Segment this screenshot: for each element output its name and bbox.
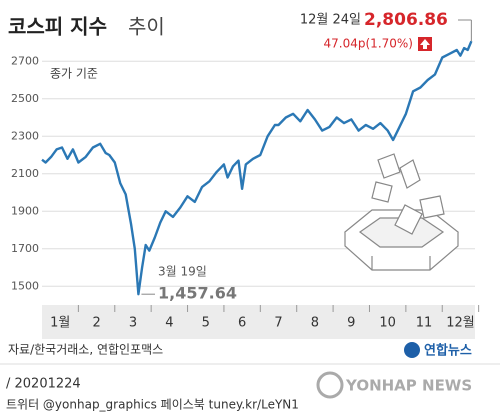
line (41, 40, 473, 296)
y-tick-label: 1900 (11, 204, 39, 217)
x-axis-band (42, 305, 475, 339)
y-tick-label: 1700 (11, 242, 39, 255)
annotation-date: 12월 24일 (300, 13, 361, 28)
annotation-low-date: 3월 19일 (158, 265, 207, 279)
y-tick-label: 1500 (11, 279, 39, 292)
logo-en-icon (316, 371, 344, 399)
subtitle: 종가 기준 (50, 67, 98, 81)
x-tick-label: 2 (92, 316, 100, 331)
x-tick-label: 10 (379, 316, 396, 331)
logo-icon (404, 342, 420, 358)
logo-en: YONHAP NEWS (345, 377, 472, 395)
x-tick-label: 6 (238, 316, 246, 331)
x-tick-label: 11 (416, 316, 433, 331)
source: 자료/한국거래소, 연합인포맥스 (8, 343, 163, 357)
x-tick-label: 5 (202, 316, 210, 331)
x-tick-label: 8 (311, 316, 319, 331)
chart-title: 코스피 지수 (8, 15, 107, 39)
x-tick-label: 9 (347, 316, 355, 331)
x-tick-label: 3 (129, 316, 137, 331)
footer-date: / 20201224 (6, 377, 81, 392)
chart-title-suffix: 추이 (128, 15, 165, 39)
logo-ko: 연합뉴스 (424, 343, 472, 359)
y-tick-label: 2100 (11, 167, 39, 180)
x-tick-label: 7 (274, 316, 282, 331)
y-tick-label: 2700 (11, 54, 39, 67)
y-tick-label: 2300 (11, 129, 39, 142)
annotation-value: 2,806.86 (364, 10, 448, 30)
footer-social: 트위터 @yonhap_graphics 페이스북 tuney.kr/LeYN1 (6, 398, 299, 412)
x-tick-label: 12월 (446, 316, 475, 331)
annotation-low-value: 1,457.64 (158, 284, 237, 303)
annotation-change: 47.04p(1.70%) (324, 37, 413, 51)
y-tick-label: 2500 (11, 92, 39, 105)
ballot-illustration (344, 153, 459, 271)
up-arrow (420, 39, 430, 49)
x-tick-label: 4 (165, 316, 173, 331)
x-tick-label: 1월 (50, 316, 70, 331)
